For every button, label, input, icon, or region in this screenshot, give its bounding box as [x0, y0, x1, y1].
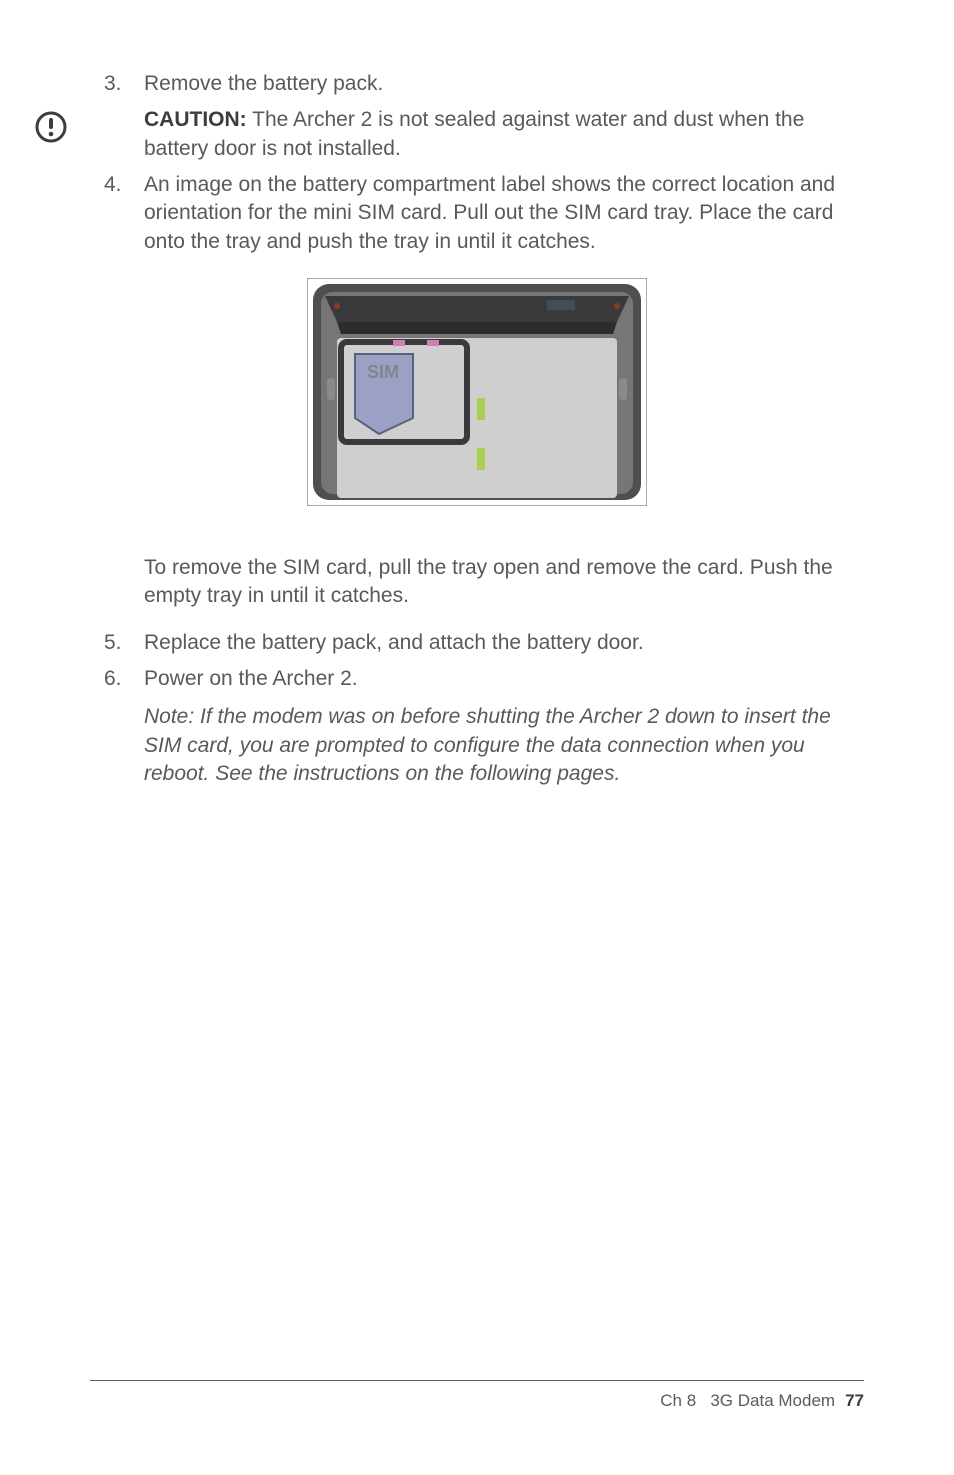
step-number: 6.: [90, 665, 144, 788]
step-text: Power on the Archer 2.: [144, 665, 864, 693]
caution-label: CAUTION:: [144, 108, 247, 131]
step-number: 4.: [90, 171, 144, 256]
content-area: 3. Remove the battery pack. CAUTION: The…: [90, 70, 864, 788]
step-body: Power on the Archer 2. Note: If the mode…: [144, 665, 864, 788]
step-5: 5. Replace the battery pack, and attach …: [90, 629, 864, 657]
step-6: 6. Power on the Archer 2. Note: If the m…: [90, 665, 864, 788]
step-text: To remove the SIM card, pull the tray op…: [144, 554, 864, 611]
caution-block: CAUTION: The Archer 2 is not sealed agai…: [34, 106, 864, 163]
step-4: 4. An image on the battery compartment l…: [90, 171, 864, 256]
step-text: An image on the battery compartment labe…: [144, 171, 864, 256]
step-number: 5.: [90, 629, 144, 657]
step-3: 3. Remove the battery pack.: [90, 70, 864, 98]
step-4-continued: To remove the SIM card, pull the tray op…: [90, 534, 864, 621]
caution-icon: [34, 110, 68, 144]
footer-title: 3G Data Modem: [710, 1391, 835, 1410]
sim-compartment-figure: SIM: [307, 278, 647, 506]
sim-label: SIM: [367, 362, 399, 382]
step-note: Note: If the modem was on before shuttin…: [144, 703, 864, 788]
caution-icon-wrap: [34, 106, 144, 144]
step-text: Replace the battery pack, and attach the…: [144, 629, 864, 657]
page-footer: Ch 8 3G Data Modem 77: [90, 1380, 864, 1411]
step-number: 3.: [90, 70, 144, 98]
step-number-spacer: [90, 534, 144, 621]
footer-chapter: Ch 8: [660, 1391, 696, 1410]
step-text: Remove the battery pack.: [144, 70, 864, 98]
figure-wrap: SIM: [90, 278, 864, 506]
footer-page-number: 77: [845, 1391, 864, 1410]
caution-text: CAUTION: The Archer 2 is not sealed agai…: [144, 106, 864, 163]
